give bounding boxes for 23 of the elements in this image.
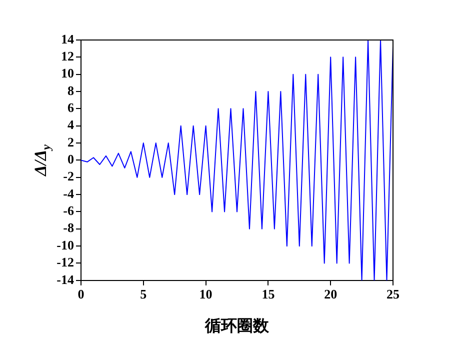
y-tick-label: -2: [63, 168, 74, 184]
y-tick-label: 12: [61, 48, 74, 64]
x-tick-label: 5: [140, 286, 148, 302]
y-tick-label: 8: [68, 82, 74, 98]
y-tick-label: -12: [56, 254, 74, 270]
y-tick-label: -8: [63, 220, 74, 236]
y-tick-label: -6: [63, 203, 74, 218]
y-tick-label: 10: [61, 66, 74, 81]
y-tick-label: 14: [61, 31, 74, 46]
y-tick-label: 0: [68, 152, 74, 167]
x-tick-label: 10: [199, 286, 212, 302]
y-tick-label: -10: [56, 237, 74, 252]
y-tick-label: 4: [68, 117, 74, 132]
y-tick-label: 6: [68, 100, 74, 116]
x-tick-label: 25: [386, 286, 400, 302]
x-tick-label: 0: [78, 286, 84, 302]
x-tick-label: 15: [262, 286, 276, 302]
x-axis-title: 循环圈数: [204, 316, 270, 336]
y-tick-label: -4: [63, 186, 74, 201]
y-tick-label: 2: [68, 134, 74, 150]
y-tick-label: -14: [56, 272, 74, 287]
y-axis-title: Δ/Δy: [31, 144, 53, 177]
x-tick-label: 20: [324, 286, 338, 302]
